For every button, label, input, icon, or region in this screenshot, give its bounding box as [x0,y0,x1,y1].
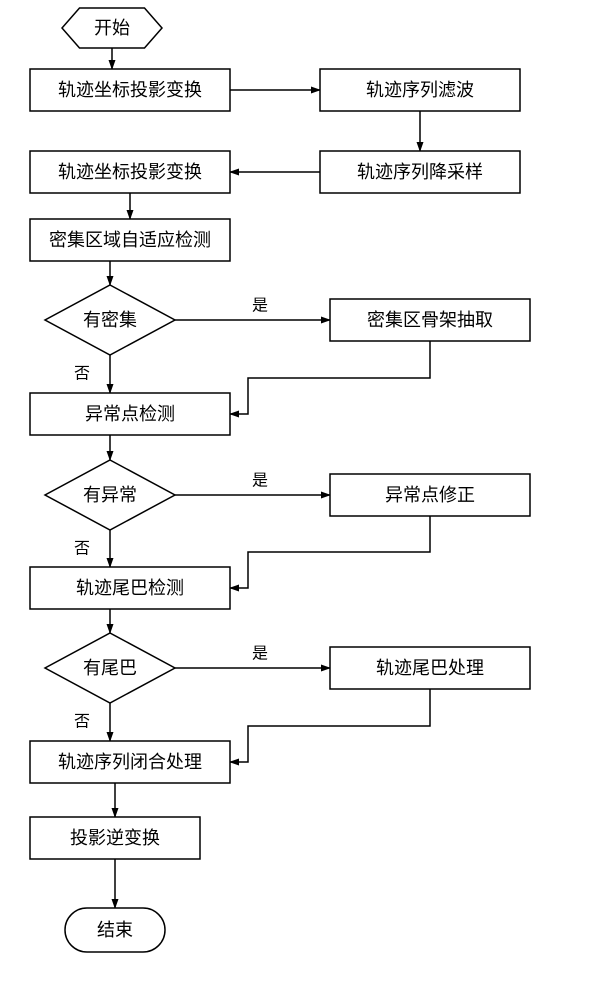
node-start: 开始 [62,8,162,48]
node-label-anom_q: 有异常 [83,485,137,505]
node-downsample: 轨迹序列降采样 [320,151,520,193]
node-label-proj1: 轨迹坐标投影变换 [58,80,202,100]
edge-6: 是 [175,298,330,321]
node-tail_fix: 轨迹尾巴处理 [330,647,530,689]
edge-label-6: 是 [252,298,268,315]
node-label-start: 开始 [94,18,130,38]
node-label-filter: 轨迹序列滤波 [366,80,474,100]
edge-11: 否 [74,530,110,567]
node-label-dense_q: 有密集 [83,310,137,330]
node-dense_q: 有密集 [45,285,175,355]
edge-label-14: 是 [252,646,268,663]
node-label-anom_detect: 异常点检测 [85,404,175,424]
edge-label-15: 否 [74,714,90,731]
node-label-tail_fix: 轨迹尾巴处理 [376,658,484,678]
edge-15: 否 [74,703,110,741]
node-filter: 轨迹序列滤波 [320,69,520,111]
node-proj1: 轨迹坐标投影变换 [30,69,230,111]
node-end: 结束 [65,908,165,952]
edge-12 [230,516,430,588]
node-close_seq: 轨迹序列闭合处理 [30,741,230,783]
node-tail_detect: 轨迹尾巴检测 [30,567,230,609]
node-label-downsample: 轨迹序列降采样 [357,162,483,182]
node-anom_detect: 异常点检测 [30,393,230,435]
node-anom_q: 有异常 [45,460,175,530]
node-label-dense_detect: 密集区域自适应检测 [49,230,211,250]
node-label-close_seq: 轨迹序列闭合处理 [58,752,202,772]
node-skeleton: 密集区骨架抽取 [330,299,530,341]
edge-16 [230,689,430,762]
node-anom_fix: 异常点修正 [330,474,530,516]
node-label-inv_proj: 投影逆变换 [70,828,160,848]
node-label-end: 结束 [97,920,133,940]
node-label-anom_fix: 异常点修正 [385,485,475,505]
edge-14: 是 [175,646,330,669]
node-label-skeleton: 密集区骨架抽取 [367,310,493,330]
edge-label-7: 否 [74,366,90,383]
node-tail_q: 有尾巴 [45,633,175,703]
node-label-tail_detect: 轨迹尾巴检测 [76,578,184,598]
edge-8 [230,341,430,414]
nodes-layer: 开始轨迹坐标投影变换 轨迹序列滤波轨迹序列降采样 轨迹坐标投影变换密集区域自适应检测… [30,8,530,952]
node-inv_proj: 投影逆变换 [30,817,200,859]
node-label-proj2: 轨迹坐标投影变换 [58,162,202,182]
node-proj2: 轨迹坐标投影变换 [30,151,230,193]
edge-label-10: 是 [252,473,268,490]
node-dense_detect: 密集区域自适应检测 [30,219,230,261]
edge-10: 是 [175,473,330,496]
flowchart-canvas: 是否是否是否 开始轨迹坐标投影变换轨迹序列滤波轨迹序列降采样轨迹坐标投影变换密集… [0,0,595,1000]
edge-label-11: 否 [74,541,90,558]
edge-7: 否 [74,355,110,393]
node-label-tail_q: 有尾巴 [83,658,137,678]
